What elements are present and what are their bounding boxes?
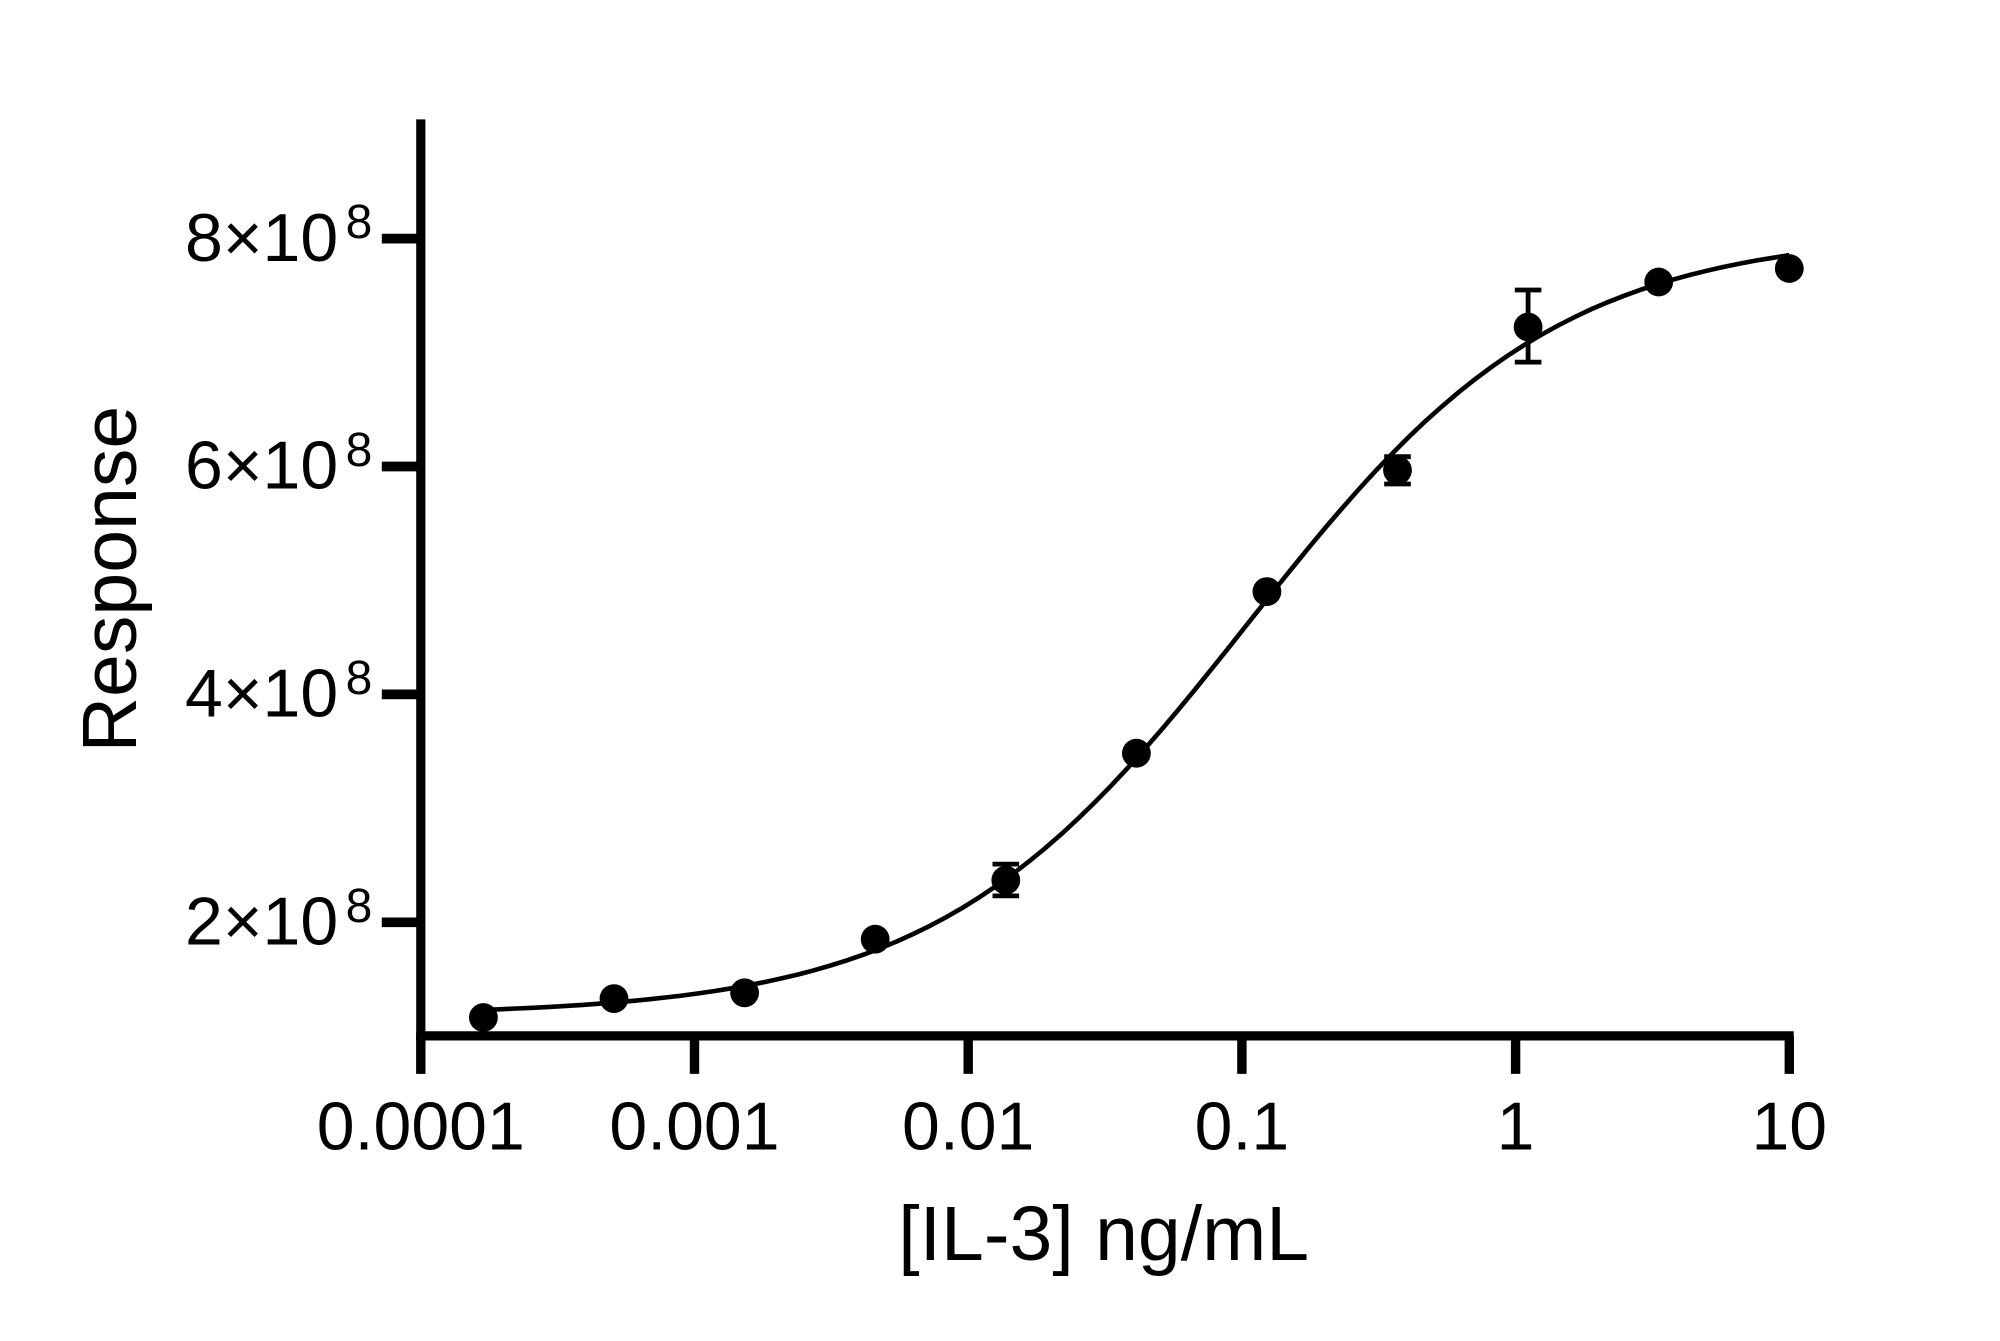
svg-text:1: 1 <box>1497 1089 1535 1165</box>
svg-text:0.0001: 0.0001 <box>317 1089 525 1165</box>
svg-text:0.1: 0.1 <box>1195 1089 1290 1165</box>
svg-text:0.01: 0.01 <box>902 1089 1034 1165</box>
svg-text:10: 10 <box>1751 1089 1827 1165</box>
svg-text:0.001: 0.001 <box>609 1089 779 1165</box>
svg-text:Response: Response <box>67 406 153 753</box>
svg-text:[IL-3] ng/mL: [IL-3] ng/mL <box>898 1191 1309 1277</box>
